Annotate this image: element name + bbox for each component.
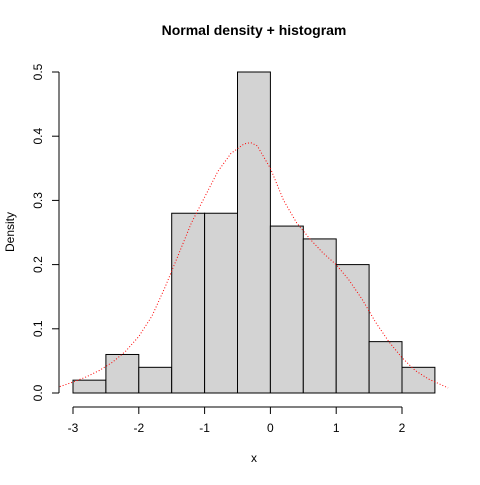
y-tick-label-1: 0.1	[31, 320, 45, 337]
y-axis: 0.0 0.1 0.2 0.3 0.4 0.5	[31, 63, 60, 401]
histogram-bar-5	[237, 71, 271, 394]
x-tick-label-3: 0	[267, 421, 274, 435]
x-tick-label-5: 2	[399, 421, 406, 435]
histogram-bar-7	[302, 238, 337, 394]
histogram-bar-4	[204, 212, 239, 394]
y-tick-label-3: 0.3	[31, 192, 45, 209]
x-axis: -3 -2 -1 0 1 2	[68, 406, 406, 435]
y-tick-label-4: 0.4	[31, 128, 45, 145]
chart-title: Normal density + histogram	[162, 22, 347, 38]
y-axis-label: Density	[3, 212, 17, 252]
x-axis-label: x	[251, 451, 257, 465]
y-tick-label-0: 0.0	[31, 384, 45, 401]
histogram-bar-1	[105, 353, 140, 394]
histogram-bar-2	[138, 366, 173, 394]
histogram-bar-8	[335, 264, 370, 394]
histogram-bar-10	[401, 366, 436, 394]
x-tick-label-0: -3	[68, 421, 79, 435]
histogram-bar-0	[72, 379, 107, 394]
density-curve-layer	[59, 142, 449, 389]
histogram-bar-9	[368, 341, 403, 394]
histogram-bar-3	[171, 212, 206, 394]
histogram-bar-6	[269, 225, 304, 394]
x-tick-label-4: 1	[333, 421, 340, 435]
y-tick-label-5: 0.5	[31, 63, 45, 80]
x-tick-label-2: -1	[199, 421, 210, 435]
bars-layer	[72, 71, 436, 394]
y-tick-label-2: 0.2	[31, 256, 45, 273]
x-tick-label-1: -2	[133, 421, 144, 435]
density-curve-line	[59, 142, 449, 389]
